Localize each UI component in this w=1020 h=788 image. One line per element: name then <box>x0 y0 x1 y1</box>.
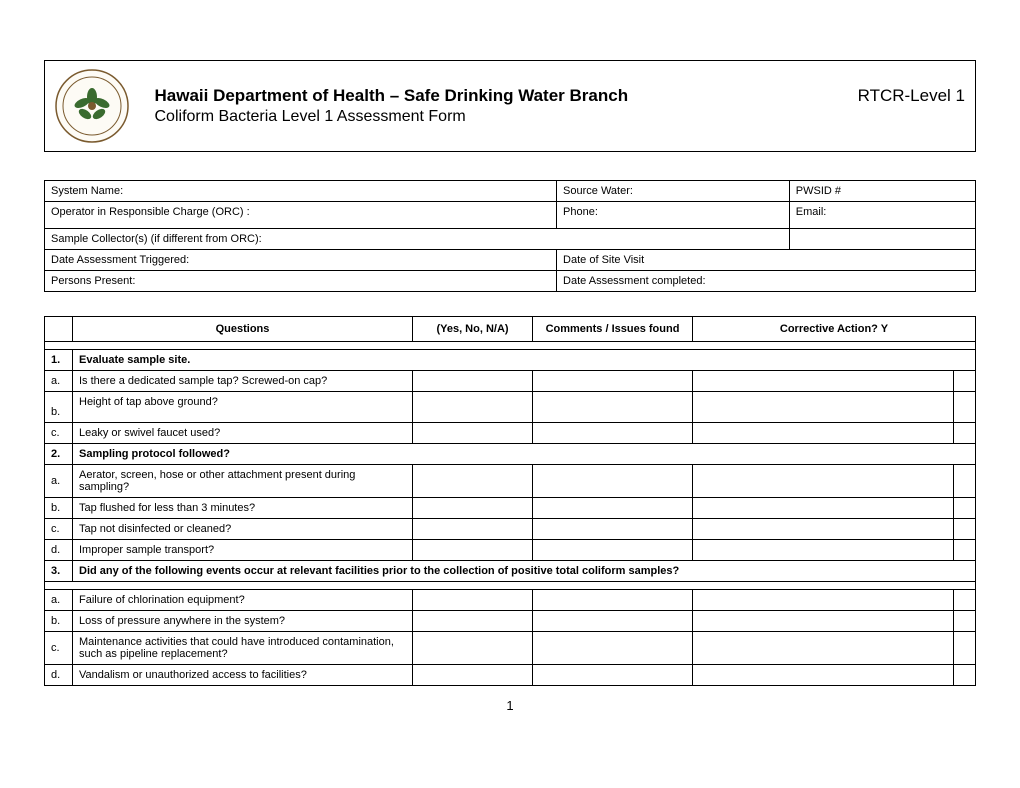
field-source-water[interactable]: Source Water: <box>557 181 790 202</box>
row-2a: a. Aerator, screen, hose or other attach… <box>45 465 976 498</box>
row-2c: c. Tap not disinfected or cleaned? <box>45 519 976 540</box>
cell-yn[interactable] <box>413 632 533 665</box>
cell-ca[interactable] <box>693 590 954 611</box>
cell-ca[interactable] <box>693 632 954 665</box>
cell-ca[interactable] <box>693 465 954 498</box>
cell-ca2[interactable] <box>953 392 975 423</box>
cell-comments[interactable] <box>533 498 693 519</box>
cell-yn[interactable] <box>413 423 533 444</box>
cell-comments[interactable] <box>533 519 693 540</box>
cell-yn[interactable] <box>413 371 533 392</box>
row-1b: b. Height of tap above ground? <box>45 392 976 423</box>
field-persons-present[interactable]: Persons Present: <box>45 271 557 292</box>
qhead-questions: Questions <box>73 317 413 342</box>
cell-ca2[interactable] <box>953 519 975 540</box>
cell-yn[interactable] <box>413 611 533 632</box>
cell-ca[interactable] <box>693 392 954 423</box>
row-3c: c. Maintenance activities that could hav… <box>45 632 976 665</box>
field-date-completed[interactable]: Date Assessment completed: <box>557 271 976 292</box>
cell-yn[interactable] <box>413 590 533 611</box>
info-table: System Name: Source Water: PWSID # Opera… <box>44 180 976 292</box>
cell-ca[interactable] <box>693 665 954 686</box>
row-1c: c. Leaky or swivel faucet used? <box>45 423 976 444</box>
cell-yn[interactable] <box>413 465 533 498</box>
cell-ca[interactable] <box>693 519 954 540</box>
header-right: RTCR-Level 1 <box>858 86 965 106</box>
field-pwsid[interactable]: PWSID # <box>789 181 975 202</box>
document-page: Hawaii Department of Health – Safe Drink… <box>0 0 1020 713</box>
cell-ca2[interactable] <box>953 632 975 665</box>
field-blank[interactable] <box>789 229 975 250</box>
row-1a: a. Is there a dedicated sample tap? Scre… <box>45 371 976 392</box>
row-3d: d. Vandalism or unauthorized access to f… <box>45 665 976 686</box>
cell-comments[interactable] <box>533 540 693 561</box>
field-sample-collector[interactable]: Sample Collector(s) (if different from O… <box>45 229 790 250</box>
cell-ca2[interactable] <box>953 540 975 561</box>
cell-ca2[interactable] <box>953 665 975 686</box>
field-email[interactable]: Email: <box>789 202 975 229</box>
field-date-visit[interactable]: Date of Site Visit <box>557 250 976 271</box>
cell-ca2[interactable] <box>953 498 975 519</box>
cell-yn[interactable] <box>413 665 533 686</box>
cell-comments[interactable] <box>533 632 693 665</box>
cell-yn[interactable] <box>413 519 533 540</box>
cell-comments[interactable] <box>533 465 693 498</box>
page-number: 1 <box>44 698 976 713</box>
field-orc[interactable]: Operator in Responsible Charge (ORC) : <box>45 202 557 229</box>
logo-cell <box>45 61 145 152</box>
cell-comments[interactable] <box>533 423 693 444</box>
cell-ca2[interactable] <box>953 611 975 632</box>
cell-ca2[interactable] <box>953 465 975 498</box>
header-subtitle: Coliform Bacteria Level 1 Assessment For… <box>155 108 966 126</box>
cell-ca2[interactable] <box>953 371 975 392</box>
row-3a: a. Failure of chlorination equipment? <box>45 590 976 611</box>
row-3b: b. Loss of pressure anywhere in the syst… <box>45 611 976 632</box>
qhead-comments: Comments / Issues found <box>533 317 693 342</box>
cell-ca[interactable] <box>693 611 954 632</box>
section-3: 3. Did any of the following events occur… <box>45 561 976 582</box>
cell-yn[interactable] <box>413 498 533 519</box>
cell-yn[interactable] <box>413 392 533 423</box>
qhead-blank <box>45 317 73 342</box>
cell-ca[interactable] <box>693 423 954 444</box>
cell-comments[interactable] <box>533 371 693 392</box>
cell-comments[interactable] <box>533 590 693 611</box>
seal-icon <box>55 69 129 143</box>
questions-table: Questions (Yes, No, N/A) Comments / Issu… <box>44 316 976 686</box>
row-2b: b. Tap flushed for less than 3 minutes? <box>45 498 976 519</box>
qhead-yn: (Yes, No, N/A) <box>413 317 533 342</box>
header-title-cell: Hawaii Department of Health – Safe Drink… <box>145 61 976 152</box>
section-1: 1. Evaluate sample site. <box>45 350 976 371</box>
field-phone[interactable]: Phone: <box>557 202 790 229</box>
cell-ca[interactable] <box>693 498 954 519</box>
cell-yn[interactable] <box>413 540 533 561</box>
cell-comments[interactable] <box>533 611 693 632</box>
cell-comments[interactable] <box>533 392 693 423</box>
cell-comments[interactable] <box>533 665 693 686</box>
cell-ca[interactable] <box>693 371 954 392</box>
row-2d: d. Improper sample transport? <box>45 540 976 561</box>
cell-ca2[interactable] <box>953 423 975 444</box>
qhead-ca: Corrective Action? Y <box>693 317 976 342</box>
header-table: Hawaii Department of Health – Safe Drink… <box>44 60 976 152</box>
cell-ca[interactable] <box>693 540 954 561</box>
field-date-triggered[interactable]: Date Assessment Triggered: <box>45 250 557 271</box>
header-org: Hawaii Department of Health – Safe Drink… <box>155 86 629 106</box>
cell-ca2[interactable] <box>953 590 975 611</box>
section-2: 2. Sampling protocol followed? <box>45 444 976 465</box>
field-system-name[interactable]: System Name: <box>45 181 557 202</box>
